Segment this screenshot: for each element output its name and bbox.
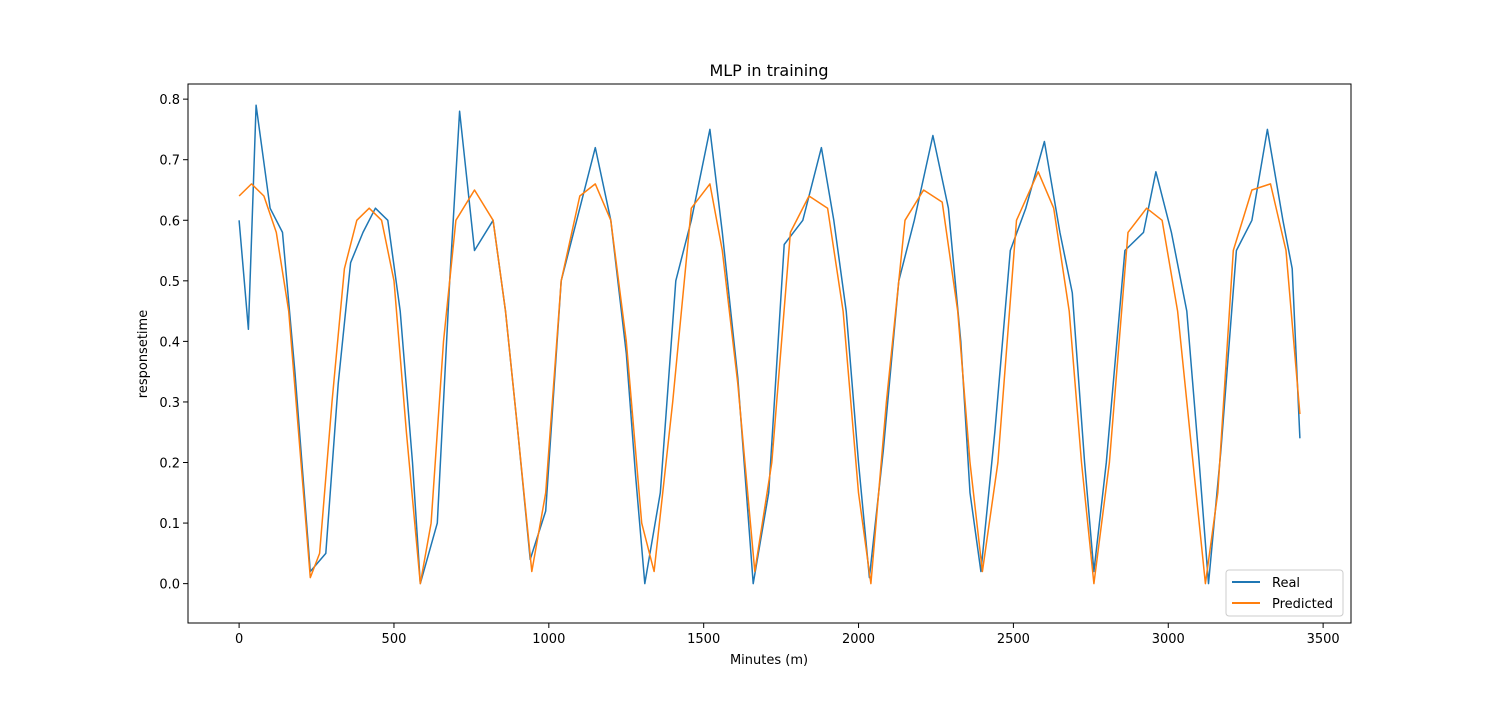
y-tick-label: 0.6: [159, 214, 180, 229]
x-tick-label: 0: [235, 632, 243, 647]
x-axis: 0 500 1000 1500 2000 2500 3000 3500: [235, 623, 1340, 647]
x-tick-label: 1500: [687, 632, 720, 647]
y-tick-label: 0.5: [159, 275, 180, 290]
x-axis-label: Minutes (m): [730, 653, 808, 668]
y-tick-label: 0.7: [159, 154, 180, 169]
x-tick-label: 2000: [842, 632, 875, 647]
legend-predicted-label: Predicted: [1272, 597, 1333, 612]
plot-background: [188, 84, 1351, 623]
y-tick-label: 0.2: [159, 457, 180, 472]
y-tick-label: 0.8: [159, 93, 180, 108]
x-tick-label: 500: [382, 632, 407, 647]
chart-title: MLP in training: [709, 61, 828, 80]
x-tick-label: 3500: [1307, 632, 1340, 647]
x-tick-label: 2500: [997, 632, 1030, 647]
series-line-real: [238, 104, 1301, 585]
y-tick-label: 0.1: [159, 517, 180, 532]
plot-frame: [187, 83, 1352, 624]
legend-real-label: Real: [1272, 576, 1300, 591]
y-tick-label: 0.0: [159, 578, 180, 593]
legend: Real Predicted: [1225, 569, 1344, 617]
x-tick-label: 1000: [532, 632, 565, 647]
y-axis-label: responsetime: [136, 310, 151, 398]
y-tick-label: 0.4: [159, 335, 180, 350]
x-tick-label: 3000: [1152, 632, 1185, 647]
series-line-predicted: [238, 171, 1301, 585]
series-layer: [238, 104, 1301, 585]
y-tick-label: 0.3: [159, 396, 180, 411]
y-axis: 0.0 0.1 0.2 0.3 0.4 0.5 0.6 0.7 0.8: [159, 93, 188, 593]
